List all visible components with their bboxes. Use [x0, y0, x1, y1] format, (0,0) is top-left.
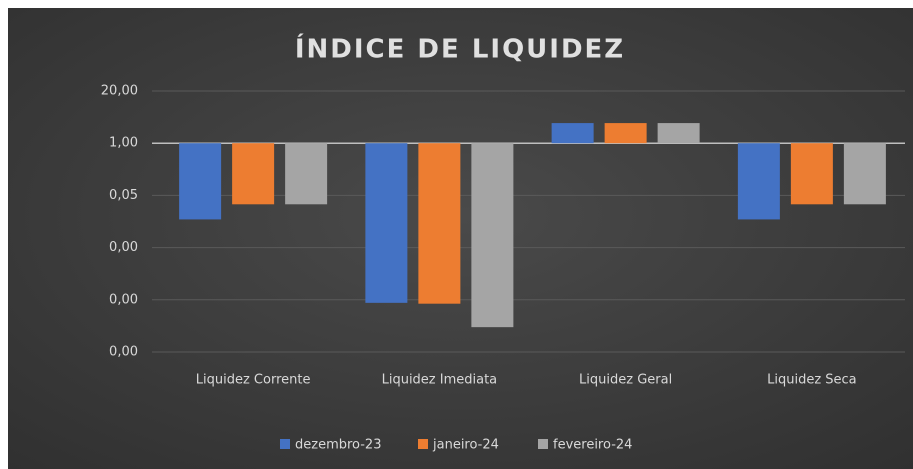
bar	[551, 123, 594, 144]
chart-title: ÍNDICE DE LIQUIDEZ	[295, 33, 625, 65]
bar	[790, 143, 833, 205]
legend-label: dezembro-23	[295, 438, 381, 453]
bar	[471, 143, 514, 328]
x-tick-label: Liquidez Seca	[767, 373, 857, 388]
legend-swatch	[280, 439, 290, 449]
bar	[365, 143, 408, 303]
bar	[232, 143, 275, 205]
y-tick-label: 1,00	[109, 136, 138, 151]
y-tick-label: 0,00	[109, 345, 138, 360]
legend-label: fevereiro-24	[553, 438, 632, 453]
bar	[737, 143, 780, 220]
x-tick-label: Liquidez Imediata	[382, 373, 498, 388]
bar	[418, 143, 461, 304]
bar	[657, 123, 700, 144]
bar	[179, 143, 222, 220]
bar	[285, 143, 328, 205]
y-tick-label: 0,00	[109, 292, 138, 307]
bar	[843, 143, 886, 205]
legend-swatch	[538, 439, 548, 449]
legend-label: janeiro-24	[432, 438, 499, 453]
y-tick-label: 20,00	[101, 84, 138, 99]
x-tick-label: Liquidez Corrente	[196, 373, 311, 388]
y-tick-label: 0,00	[109, 240, 138, 255]
chart-background	[8, 8, 913, 469]
bar	[604, 123, 647, 144]
y-tick-label: 0,05	[109, 188, 138, 203]
x-tick-label: Liquidez Geral	[579, 373, 672, 388]
legend-swatch	[418, 439, 428, 449]
